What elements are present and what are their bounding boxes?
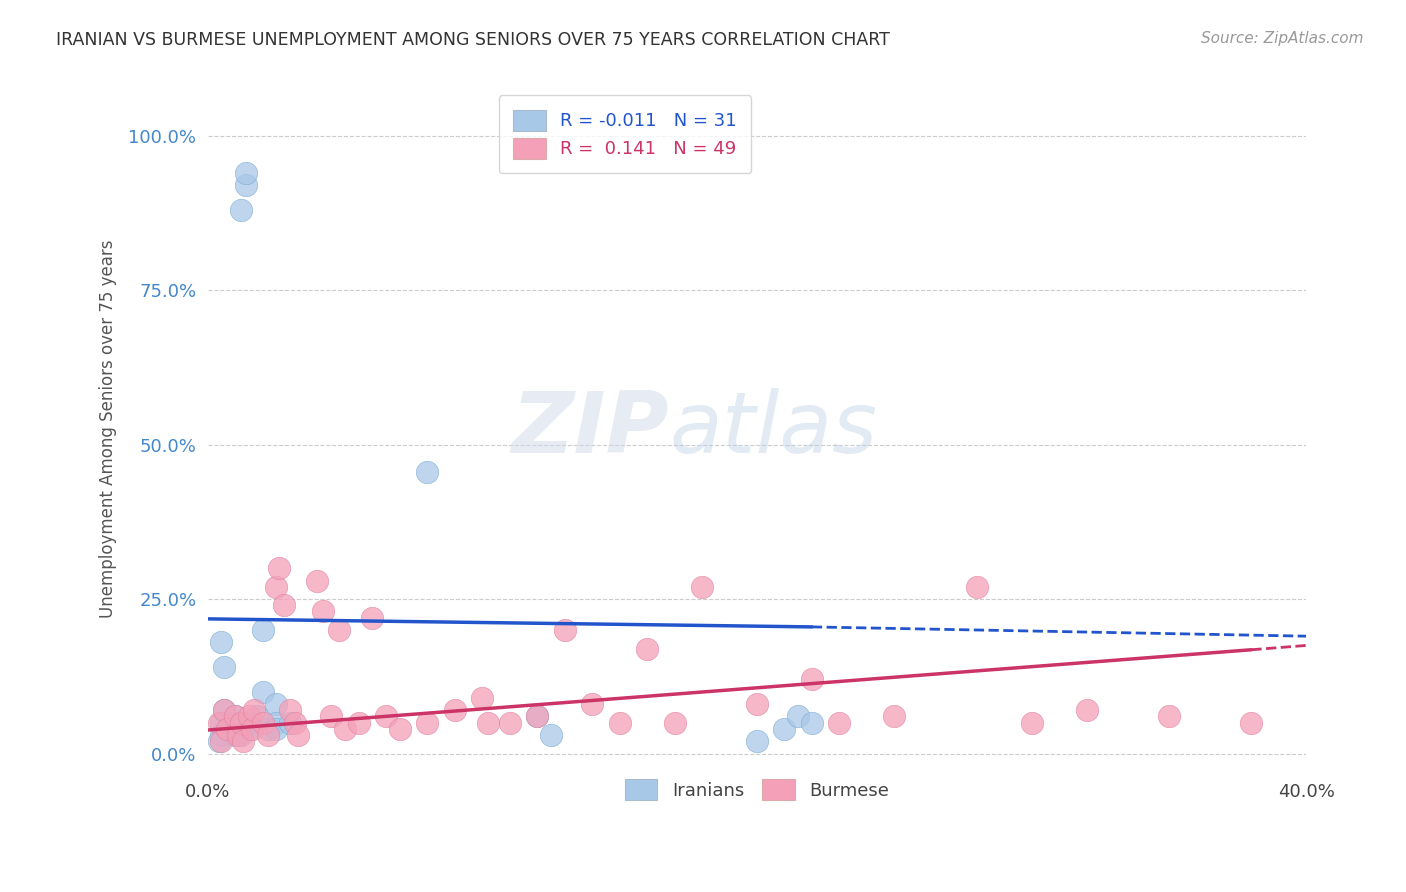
Point xyxy=(212,660,235,674)
Point xyxy=(388,722,411,736)
Point xyxy=(416,466,439,480)
Point xyxy=(209,715,232,730)
Point xyxy=(636,641,658,656)
Point xyxy=(347,715,370,730)
Point xyxy=(526,709,548,723)
Point xyxy=(745,734,768,748)
Point xyxy=(252,685,274,699)
Text: ZIP: ZIP xyxy=(512,388,669,471)
Point xyxy=(224,728,246,742)
Point xyxy=(540,728,562,742)
Point xyxy=(264,715,287,730)
Point xyxy=(321,709,343,723)
Point xyxy=(207,715,229,730)
Point xyxy=(328,623,350,637)
Point xyxy=(226,728,249,742)
Point xyxy=(252,715,274,730)
Point xyxy=(800,673,823,687)
Point xyxy=(333,722,356,736)
Point xyxy=(745,697,768,711)
Point xyxy=(229,715,252,730)
Point xyxy=(257,728,280,742)
Point xyxy=(235,178,257,193)
Point xyxy=(229,728,252,742)
Point xyxy=(238,709,260,723)
Point xyxy=(581,697,603,711)
Point xyxy=(773,722,796,736)
Text: Source: ZipAtlas.com: Source: ZipAtlas.com xyxy=(1201,31,1364,46)
Point xyxy=(1021,715,1043,730)
Point xyxy=(287,728,309,742)
Point xyxy=(224,709,246,723)
Point xyxy=(252,623,274,637)
Point xyxy=(238,722,260,736)
Point xyxy=(224,709,246,723)
Y-axis label: Unemployment Among Seniors over 75 years: Unemployment Among Seniors over 75 years xyxy=(100,240,117,618)
Point xyxy=(361,610,384,624)
Point xyxy=(416,715,439,730)
Point xyxy=(264,580,287,594)
Point xyxy=(307,574,329,588)
Point xyxy=(212,703,235,717)
Legend: Iranians, Burmese: Iranians, Burmese xyxy=(610,764,904,814)
Point xyxy=(471,690,494,705)
Point xyxy=(883,709,905,723)
Point xyxy=(212,703,235,717)
Point xyxy=(235,166,257,180)
Point xyxy=(966,580,988,594)
Point xyxy=(828,715,851,730)
Point xyxy=(278,715,301,730)
Text: IRANIAN VS BURMESE UNEMPLOYMENT AMONG SENIORS OVER 75 YEARS CORRELATION CHART: IRANIAN VS BURMESE UNEMPLOYMENT AMONG SE… xyxy=(56,31,890,49)
Point xyxy=(312,604,335,618)
Point xyxy=(246,709,269,723)
Point xyxy=(273,599,295,613)
Point xyxy=(209,635,232,649)
Point xyxy=(218,722,240,736)
Point xyxy=(215,722,238,736)
Point xyxy=(1240,715,1263,730)
Point xyxy=(264,697,287,711)
Point xyxy=(609,715,631,730)
Point xyxy=(499,715,522,730)
Point xyxy=(1157,709,1180,723)
Point xyxy=(209,728,232,742)
Point xyxy=(278,703,301,717)
Point xyxy=(690,580,713,594)
Point xyxy=(284,715,307,730)
Point xyxy=(209,734,232,748)
Point xyxy=(229,202,252,217)
Point xyxy=(787,709,810,723)
Point xyxy=(240,722,263,736)
Point xyxy=(232,734,254,748)
Point xyxy=(267,561,290,575)
Point xyxy=(207,734,229,748)
Point xyxy=(243,703,266,717)
Point xyxy=(526,709,548,723)
Point xyxy=(477,715,499,730)
Text: atlas: atlas xyxy=(669,388,877,471)
Point xyxy=(554,623,576,637)
Point xyxy=(257,722,280,736)
Point xyxy=(664,715,686,730)
Point xyxy=(238,715,260,730)
Point xyxy=(264,722,287,736)
Point xyxy=(375,709,398,723)
Point xyxy=(1076,703,1098,717)
Point xyxy=(443,703,465,717)
Point xyxy=(800,715,823,730)
Point xyxy=(229,715,252,730)
